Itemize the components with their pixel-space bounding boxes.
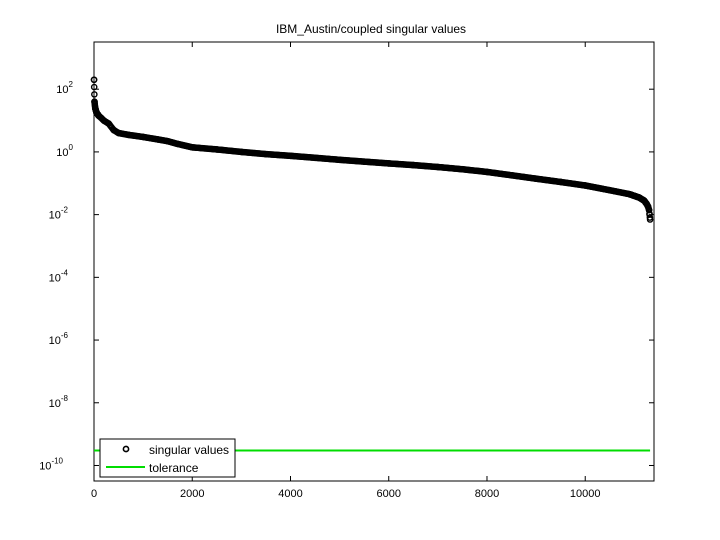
y-tick-base: 10 — [49, 272, 61, 284]
singular-value-point — [100, 117, 108, 124]
legend: singular values tolerance — [99, 438, 236, 478]
y-tick-exponent: 2 — [69, 80, 74, 89]
y-tick-base: 10 — [56, 147, 68, 159]
y-tick-label: 10-4 — [49, 268, 69, 284]
singular-value-point — [91, 98, 98, 105]
singular-value-point — [581, 182, 589, 189]
singular-value-point — [606, 186, 614, 194]
legend-label-tolerance: tolerance — [149, 461, 199, 475]
singular-value-point — [125, 131, 132, 139]
x-tick-label: 2000 — [180, 488, 204, 500]
singular-value-point — [459, 165, 466, 173]
singular-value-point — [262, 150, 270, 158]
chart-title: IBM_Austin/coupled singular values — [276, 22, 466, 36]
singular-value-point — [409, 161, 417, 169]
singular-value-point — [90, 83, 98, 91]
legend-marker-singular-values — [122, 445, 130, 453]
singular-value-point — [311, 154, 319, 162]
singular-value-point — [646, 216, 654, 223]
singular-value-point — [385, 160, 393, 167]
singular-value-point — [188, 144, 196, 151]
y-tick-exponent: -4 — [61, 268, 69, 277]
singular-value-point — [360, 158, 368, 165]
singular-value-point — [154, 136, 162, 143]
y-tick-base: 10 — [39, 460, 51, 472]
singular-value-point — [626, 190, 633, 198]
y-tick-label: 102 — [56, 80, 73, 96]
y-tick-label: 10-8 — [49, 394, 69, 410]
singular-value-point — [139, 133, 147, 141]
singular-value-point — [644, 203, 652, 210]
singular-value-point — [287, 152, 294, 160]
series-layer — [90, 76, 654, 452]
singular-value-point — [434, 163, 442, 171]
singular-value-point — [238, 148, 245, 156]
x-tick-label: 10000 — [570, 488, 601, 500]
x-axis: 0 2000 4000 6000 8000 10000 — [91, 42, 601, 500]
y-tick-base: 10 — [56, 84, 68, 96]
y-tick-exponent: -6 — [61, 331, 69, 340]
singular-value-point — [115, 129, 122, 137]
singular-value-point — [557, 178, 564, 186]
singular-value-point — [483, 168, 491, 176]
singular-value-point — [508, 171, 515, 179]
y-tick-label: 100 — [56, 143, 73, 159]
singular-value-point — [90, 76, 98, 84]
x-tick-label: 4000 — [278, 488, 302, 500]
legend-label-singular-values: singular values — [149, 443, 229, 457]
y-tick-label: 10-6 — [49, 331, 69, 347]
singular-value-point — [164, 137, 171, 145]
y-tick-exponent: 0 — [69, 143, 74, 152]
legend-box — [99, 438, 236, 478]
singular-value-point — [532, 175, 540, 182]
singular-value-point — [105, 120, 113, 127]
y-tick-base: 10 — [49, 335, 61, 347]
y-tick-label: 10-2 — [49, 206, 69, 222]
y-tick-label: 10-10 — [39, 456, 63, 472]
y-tick-exponent: -10 — [51, 456, 63, 465]
y-tick-exponent: -2 — [61, 206, 69, 215]
plot-frame — [93, 41, 655, 482]
singular-value-point — [174, 140, 181, 148]
y-tick-base: 10 — [49, 210, 61, 222]
singular-value-point — [336, 156, 343, 164]
singular-value-point — [635, 194, 643, 201]
x-tick-label: 8000 — [475, 488, 499, 500]
singular-value-point — [213, 146, 221, 153]
x-tick-label: 6000 — [376, 488, 400, 500]
singular-value-point — [91, 91, 98, 98]
singular-value-point — [110, 126, 117, 134]
y-tick-base: 10 — [49, 398, 61, 410]
y-tick-exponent: -8 — [61, 394, 69, 403]
x-tick-label: 0 — [91, 488, 97, 500]
